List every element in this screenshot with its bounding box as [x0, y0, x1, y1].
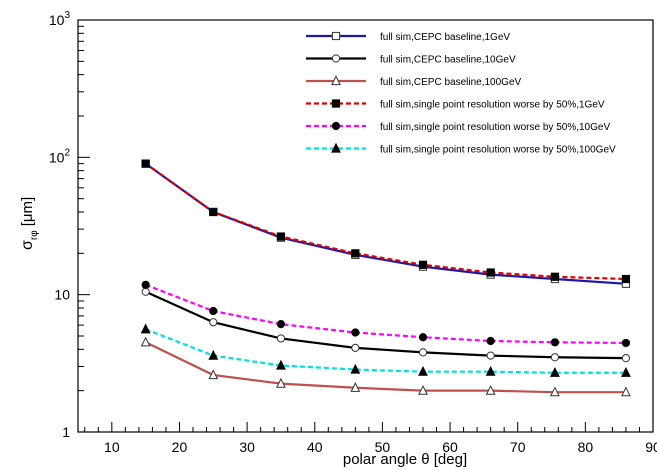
x-tick-label: 10 — [104, 439, 120, 455]
legend: full sim,CEPC baseline,1GeV full sim,CEPC… — [306, 31, 616, 156]
data-point — [418, 260, 428, 269]
data-point — [276, 320, 286, 329]
x-tick-label: 60 — [442, 439, 458, 455]
legend-marker — [331, 31, 341, 41]
x-tick-label: 80 — [578, 439, 594, 455]
y-tick-label: 10 — [54, 287, 70, 303]
data-point — [486, 351, 495, 360]
series-layer — [140, 159, 631, 397]
series-full-sim-single-point-resolution-worse-by-50-1gev — [141, 159, 631, 284]
legend-entry: full sim,CEPC baseline,10GeV — [306, 54, 516, 66]
y-axis-title-symbol: σ — [19, 240, 36, 250]
data-point — [276, 334, 286, 343]
data-point — [486, 268, 495, 277]
series-full-sim-cepc-baseline-100gev — [140, 336, 631, 397]
data-point — [351, 249, 360, 258]
data-point — [209, 318, 218, 327]
data-point — [209, 207, 218, 217]
data-point — [621, 338, 631, 348]
y-axis-title: σrφ [μm] — [19, 197, 40, 250]
legend-label: full sim,CEPC baseline,100GeV — [380, 77, 522, 88]
x-tick-label: 50 — [375, 439, 391, 455]
legend-label: full sim,single point resolution worse b… — [380, 122, 610, 133]
legend-entry: full sim,single point resolution worse b… — [306, 121, 610, 133]
data-point — [141, 159, 150, 168]
data-point — [485, 384, 496, 395]
data-point — [550, 367, 560, 377]
legend-label: full sim,CEPC baseline,1GeV — [380, 32, 510, 43]
legend-entry: full sim,single point resolution worse b… — [306, 99, 605, 111]
series-line — [145, 341, 626, 394]
data-point — [209, 306, 218, 316]
legend-marker — [331, 142, 341, 153]
y-axis: 1 10 102 103 — [49, 10, 90, 440]
legend-marker — [331, 99, 341, 108]
x-tick-label: 30 — [239, 439, 255, 455]
y-tick-label: 1 — [62, 424, 70, 440]
y-axis-title-unit: [μm] — [19, 197, 36, 226]
data-point — [141, 287, 150, 296]
data-point — [486, 336, 495, 346]
data-point — [351, 343, 360, 352]
data-point — [621, 354, 631, 363]
x-axis: 10 20 30 40 50 60 70 80 90 — [84, 422, 657, 455]
plot-frame — [77, 19, 654, 433]
series-line — [145, 328, 626, 374]
legend-marker — [331, 54, 341, 63]
data-point — [550, 386, 560, 397]
legend-label: full sim,single point resolution worse b… — [380, 145, 616, 156]
data-point — [140, 323, 151, 334]
data-point — [418, 365, 428, 376]
data-point — [418, 333, 428, 342]
data-point — [208, 349, 219, 360]
y-tick-label: 102 — [49, 147, 71, 165]
y-axis-title-subscript: rφ — [29, 230, 40, 240]
data-point — [141, 280, 150, 289]
series-line — [145, 162, 627, 285]
series-line — [145, 290, 626, 360]
data-point — [621, 367, 631, 377]
series-full-sim-single-point-resolution-worse-by-50-100gev — [140, 323, 631, 377]
data-point — [208, 369, 219, 380]
legend-marker — [331, 75, 341, 86]
x-axis-title: polar angle θ [deg] — [343, 451, 467, 468]
legend-entry: full sim,single point resolution worse b… — [306, 142, 616, 156]
data-point — [351, 328, 360, 337]
x-tick-label: 20 — [172, 439, 188, 455]
data-point — [276, 359, 286, 370]
legend-entry: full sim,CEPC baseline,1GeV — [306, 31, 510, 43]
data-point — [621, 274, 631, 284]
x-tick-label: 70 — [510, 439, 526, 455]
data-point — [621, 386, 631, 397]
series-full-sim-cepc-baseline-10gev — [141, 287, 631, 363]
data-point — [550, 353, 560, 362]
legend-label: full sim,CEPC baseline,10GeV — [380, 55, 516, 66]
series-line — [145, 283, 626, 345]
series-full-sim-cepc-baseline-1gev — [141, 159, 631, 288]
data-point — [418, 348, 428, 357]
legend-marker — [331, 121, 341, 131]
data-point — [550, 272, 560, 281]
data-point — [140, 336, 151, 347]
data-point — [276, 232, 286, 241]
data-point — [485, 365, 496, 376]
legend-label: full sim,single point resolution worse b… — [380, 100, 605, 111]
legend-entry: full sim,CEPC baseline,100GeV — [306, 75, 522, 88]
series-line — [145, 162, 626, 281]
data-point — [418, 384, 428, 395]
series-full-sim-single-point-resolution-worse-by-50-10gev — [141, 280, 631, 348]
data-point — [276, 377, 286, 388]
x-tick-label: 40 — [307, 439, 323, 455]
data-point — [350, 382, 361, 392]
x-tick-label: 90 — [645, 439, 657, 455]
data-point — [350, 363, 361, 374]
data-point — [550, 338, 560, 347]
y-tick-label: 103 — [49, 10, 71, 28]
